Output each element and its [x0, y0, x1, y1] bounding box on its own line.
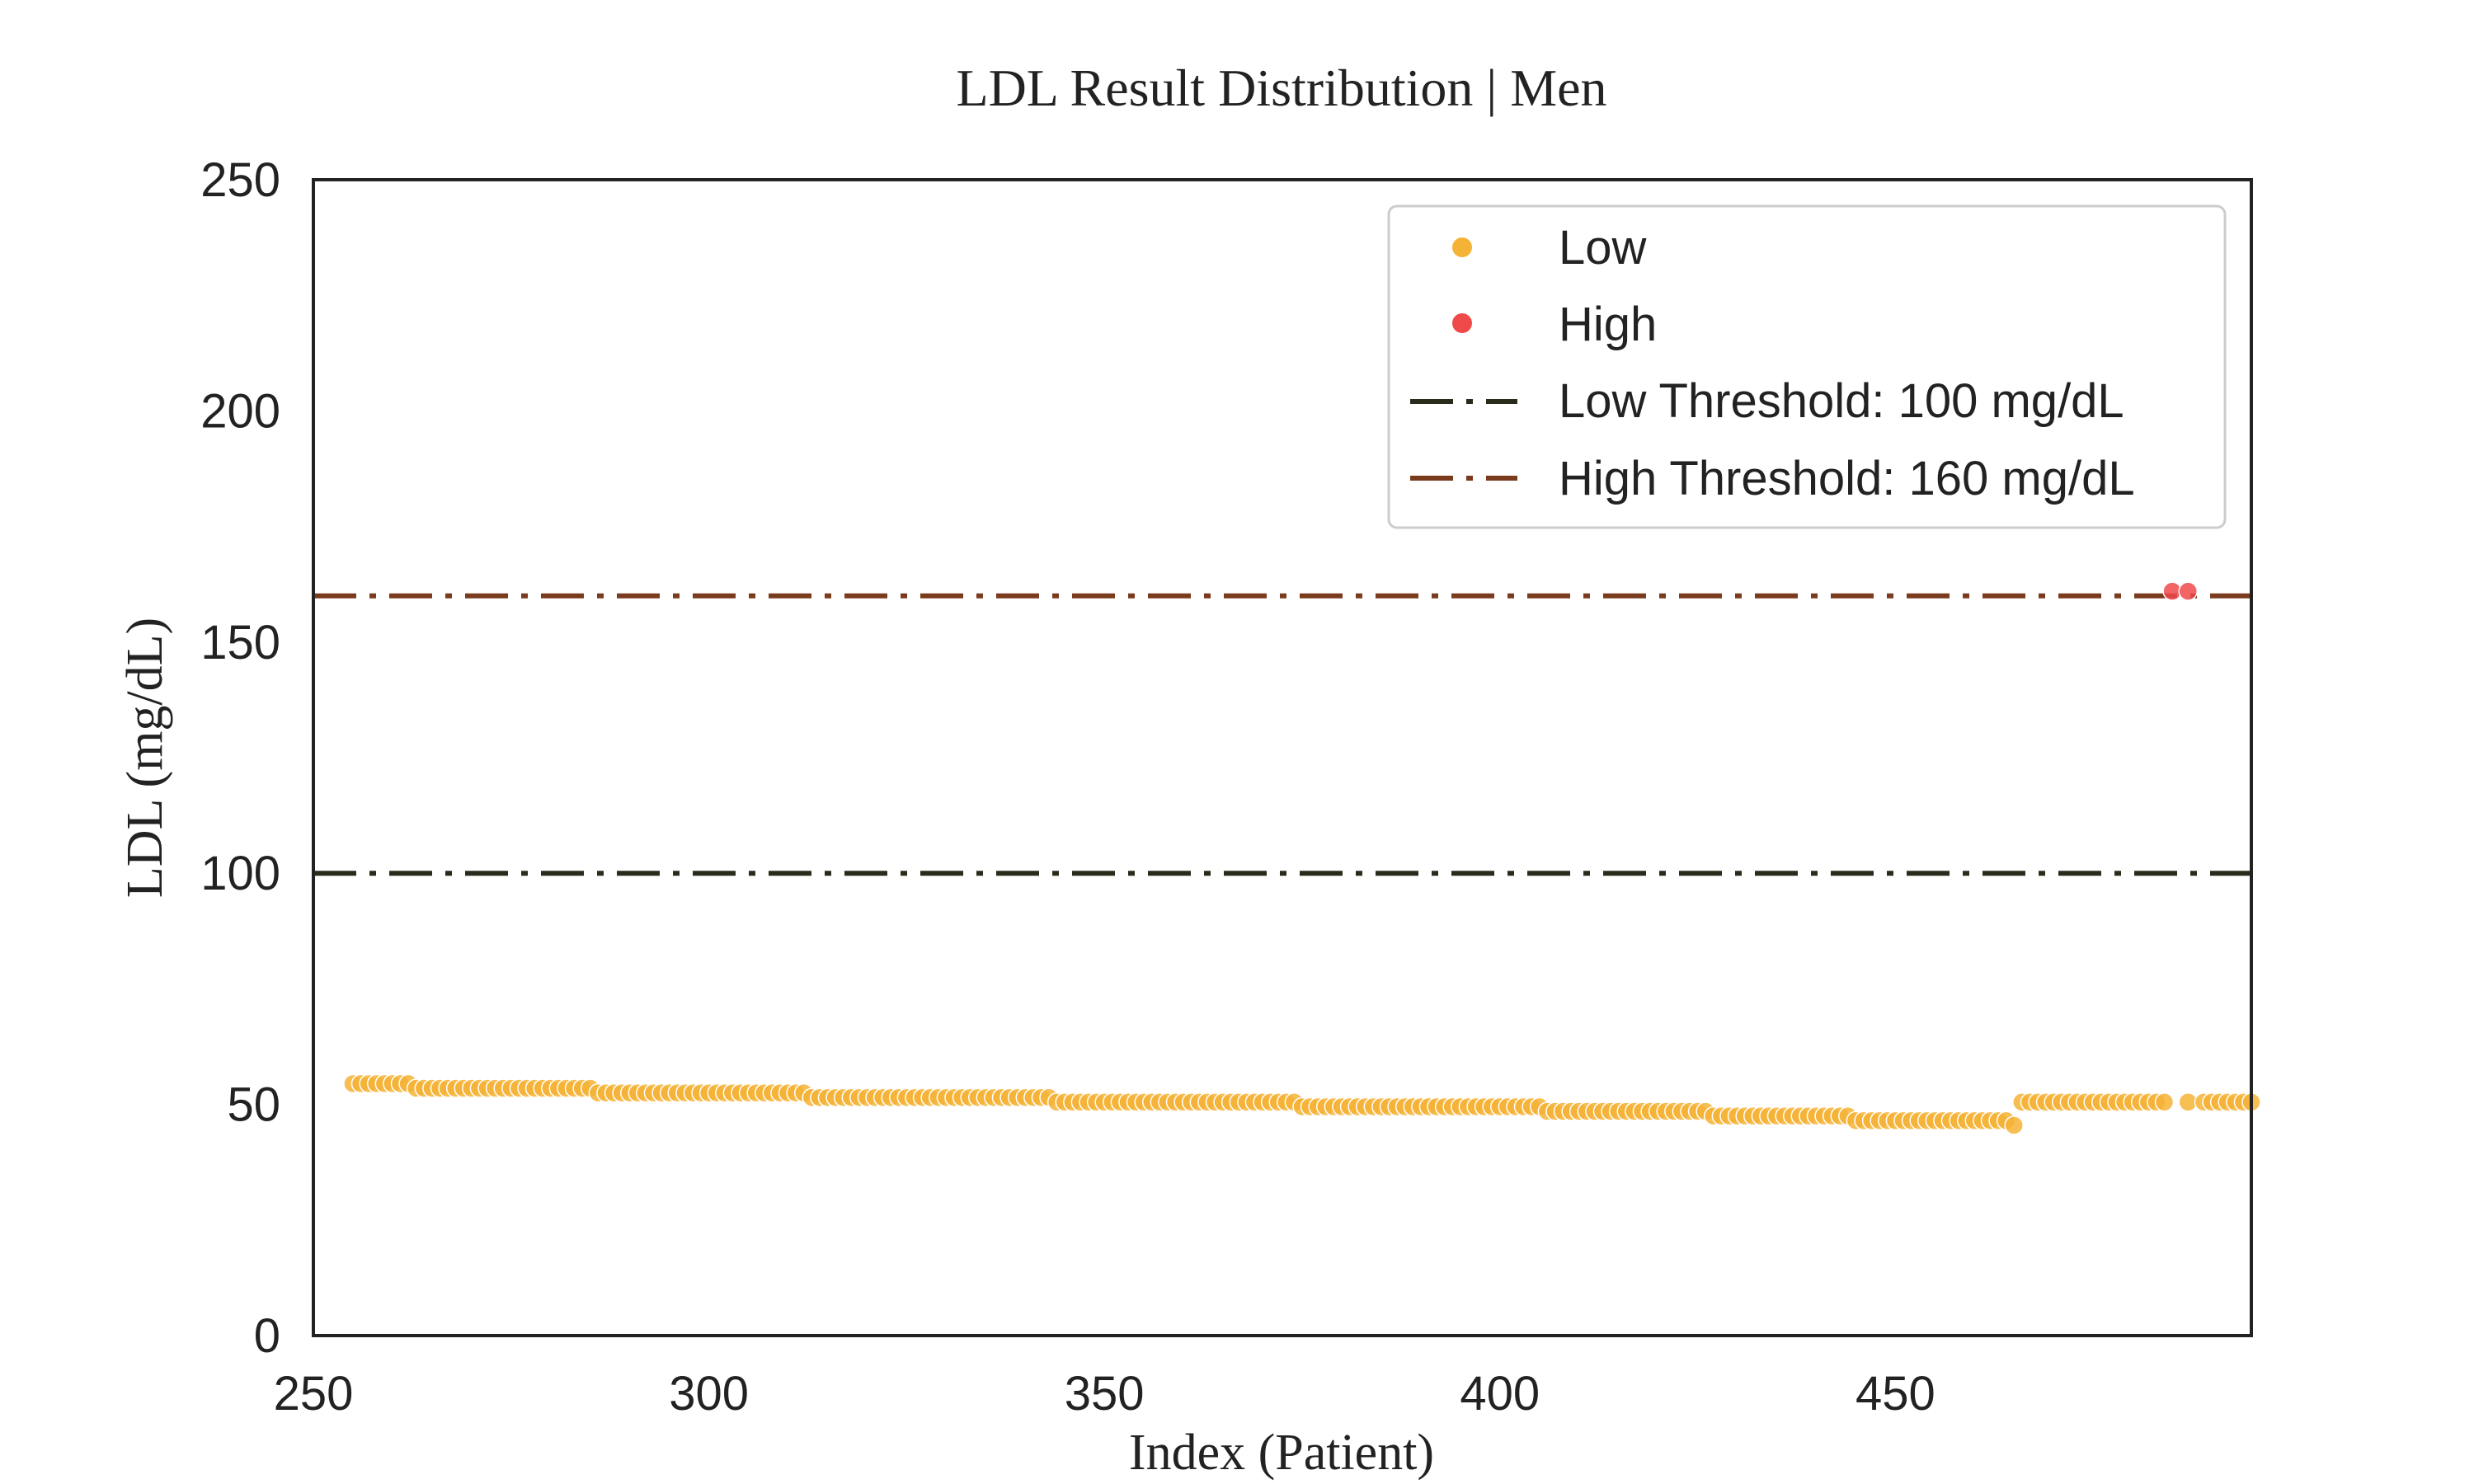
data-point-low — [2004, 1115, 2024, 1135]
legend-label-low: Low — [1559, 221, 1648, 275]
y-tick-label: 250 — [200, 153, 280, 207]
y-tick-label: 0 — [254, 1309, 280, 1363]
y-tick-label: 150 — [200, 616, 280, 669]
x-axis-ticks: 250 300 350 400 450 — [274, 1367, 1935, 1421]
y-tick-label: 100 — [200, 847, 280, 900]
x-tick-label: 400 — [1460, 1367, 1540, 1421]
y-axis-label: LDL (mg/dL) — [117, 618, 173, 898]
legend: Low High Low Threshold: 100 mg/dL High T… — [1387, 204, 2227, 529]
x-tick-label: 250 — [274, 1367, 354, 1421]
legend-label-high-threshold: High Threshold: 160 mg/dL — [1559, 452, 2135, 505]
y-tick-label: 50 — [227, 1078, 280, 1132]
legend-label-high: High — [1559, 298, 1657, 351]
plot-frame — [312, 178, 2253, 1337]
data-point-high — [2178, 581, 2199, 601]
x-tick-label: 450 — [1856, 1367, 1935, 1421]
data-point-low — [2154, 1092, 2175, 1112]
chart-title: LDL Result Distribution | Men — [956, 59, 1606, 117]
x-axis-label: Index (Patient) — [1129, 1425, 1434, 1481]
x-tick-label: 350 — [1065, 1367, 1145, 1421]
legend-label-low-threshold: Low Threshold: 100 mg/dL — [1559, 374, 2124, 428]
reference-lines — [313, 593, 2251, 876]
scatter-points — [343, 581, 2261, 1135]
y-tick-label: 200 — [200, 384, 280, 438]
legend-marker-high — [1452, 313, 1472, 333]
y-axis-ticks: 0 50 100 150 200 250 — [200, 153, 280, 1363]
x-tick-label: 300 — [669, 1367, 749, 1421]
legend-box — [1387, 204, 2227, 529]
legend-marker-low — [1452, 237, 1472, 257]
